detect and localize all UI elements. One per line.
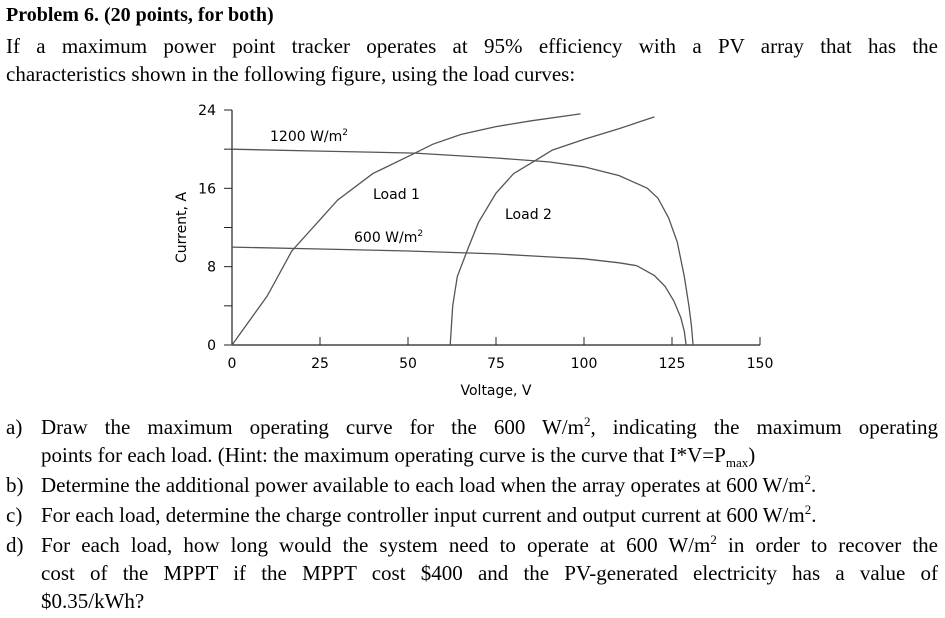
series-label: Load 1 [373, 187, 420, 203]
question-b: b) Determine the additional power availa… [6, 472, 817, 497]
y-tick-label: 24 [198, 103, 216, 119]
y-axis-label: Current, A [174, 192, 190, 263]
x-tick-label: 25 [311, 356, 329, 372]
x-axis-label: Voltage, V [461, 383, 532, 399]
y-tick-label: 0 [207, 338, 216, 354]
y-tick-label: 8 [207, 260, 216, 276]
intro-line-2: characteristics shown in the following f… [6, 62, 576, 86]
x-tick-label: 75 [487, 356, 505, 372]
problem-intro: If a maximum power point tracker operate… [6, 32, 938, 88]
series-label: 1200 W/m2 [270, 128, 348, 145]
question-a: a) Draw the maximum operating curve for … [6, 414, 938, 471]
series-label: Load 2 [505, 207, 552, 223]
question-label: a) [6, 415, 23, 439]
series-label: 600 W/m2 [354, 229, 423, 246]
question-c: c) For each load, determine the charge c… [6, 502, 817, 527]
series-600-line [231, 246, 687, 346]
series-1200-line [231, 148, 694, 346]
y-tick-label: 16 [198, 181, 216, 197]
intro-line-1: If a maximum power point tracker operate… [6, 34, 938, 58]
x-tick-label: 0 [228, 356, 237, 372]
question-label: d) [6, 533, 24, 557]
question-label: c) [6, 503, 23, 527]
question-label: b) [6, 473, 24, 497]
load-1-line [231, 113, 581, 346]
x-tick-label: 50 [399, 356, 417, 372]
x-tick-label: 125 [659, 356, 686, 372]
x-tick-label: 100 [571, 356, 598, 372]
question-d: d) For each load, how long would the sys… [6, 532, 938, 613]
problem-title: Problem 6. (20 points, for both) [6, 4, 274, 26]
x-tick-label: 150 [747, 356, 774, 372]
load-2-line [449, 116, 655, 346]
